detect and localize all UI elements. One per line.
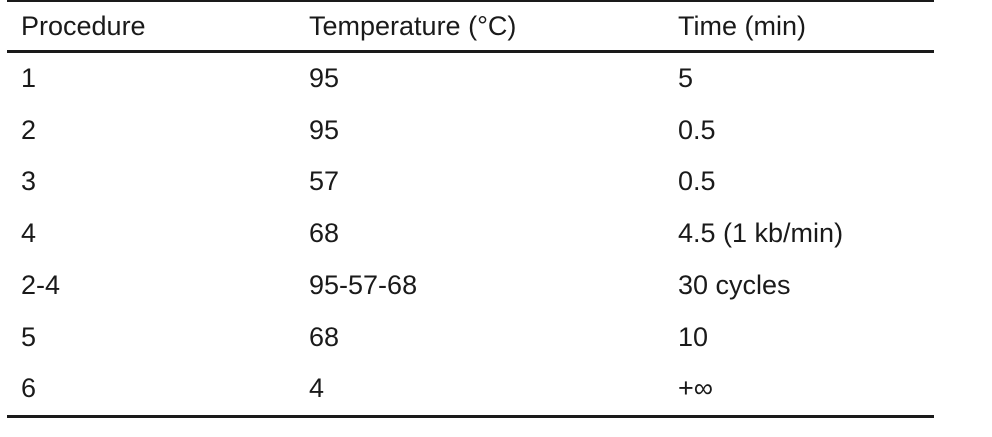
cell-procedure: 3 <box>21 166 37 197</box>
table-row: 1 95 5 <box>7 52 934 105</box>
header-time: Time (min) <box>678 11 806 41</box>
header-procedure: Procedure <box>21 11 146 41</box>
cell-procedure: 6 <box>7 363 295 418</box>
cell-temperature: 57 <box>309 166 340 197</box>
table-row: 4 68 4.5 (1 kb/min) <box>7 208 934 260</box>
cell-temperature: 95 <box>309 114 340 145</box>
cell-procedure: 2 <box>21 114 37 145</box>
pcr-program-table-container: Procedure Temperature (°C) Time (min) 1 … <box>7 0 934 418</box>
pcr-program-table: Procedure Temperature (°C) Time (min) 1 … <box>7 0 934 418</box>
table-header: Procedure Temperature (°C) Time (min) <box>7 1 934 52</box>
cell-time: +∞ <box>664 363 934 418</box>
table-row: 2-4 95-57-68 30 cycles <box>7 260 934 312</box>
cell-temperature: 95 <box>309 63 340 93</box>
cell-procedure: 2-4 <box>21 269 61 300</box>
cell-procedure: 1 <box>21 63 37 93</box>
cell-time: 30 cycles <box>678 269 791 300</box>
cell-time: 5 <box>678 63 694 93</box>
header-row: Procedure Temperature (°C) Time (min) <box>7 1 934 52</box>
table-row: 6 4 +∞ <box>7 363 934 418</box>
cell-temperature: 68 <box>309 218 340 249</box>
table-body: 1 95 5 2 95 0.5 3 57 0.5 4 68 4.5 (1 kb/… <box>7 52 934 418</box>
table-row: 3 57 0.5 <box>7 156 934 208</box>
table-row: 2 95 0.5 <box>7 105 934 157</box>
cell-temperature: 95-57-68 <box>309 269 418 300</box>
cell-procedure: 5 <box>21 321 37 352</box>
cell-temperature: 68 <box>309 321 340 352</box>
table-row: 5 68 10 <box>7 312 934 364</box>
cell-procedure: 4 <box>21 218 37 249</box>
cell-temperature: 4 <box>295 363 664 418</box>
cell-time: 4.5 (1 kb/min) <box>678 218 844 249</box>
cell-time: 10 <box>678 321 709 352</box>
cell-time: 0.5 <box>678 114 716 145</box>
cell-time: 0.5 <box>678 166 716 197</box>
header-temperature: Temperature (°C) <box>309 11 517 41</box>
